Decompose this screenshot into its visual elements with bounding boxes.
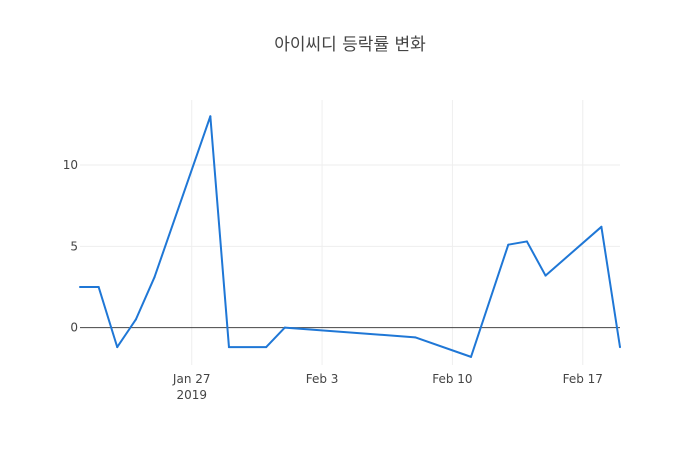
- x-tick-label: Feb 3: [306, 372, 339, 386]
- data-point: [470, 355, 473, 358]
- series-line: [80, 115, 621, 358]
- data-point: [79, 285, 81, 288]
- data-point: [525, 240, 528, 243]
- series-layer: [79, 115, 621, 358]
- data-point: [227, 346, 230, 349]
- data-point: [97, 285, 100, 288]
- x-axis-ticks: Jan 27 2019 Feb 3 Feb 10 Feb 17: [172, 372, 603, 402]
- data-point: [209, 115, 212, 118]
- data-point: [265, 346, 268, 349]
- x-tick-label: Jan 27: [172, 372, 211, 386]
- gridlines: [80, 100, 620, 365]
- data-point: [619, 346, 621, 349]
- x-tick-label: Feb 17: [563, 372, 603, 386]
- data-point: [283, 326, 286, 329]
- y-tick-label: 10: [63, 158, 78, 172]
- chart-title: 아이씨디 등락률 변화: [274, 35, 426, 55]
- y-tick-label: 5: [70, 239, 78, 253]
- data-point: [116, 346, 119, 349]
- y-tick-label: 0: [70, 321, 78, 335]
- data-point: [507, 243, 510, 246]
- x-tick-sublabel: 2019: [176, 388, 207, 402]
- data-point: [600, 225, 603, 228]
- y-axis-ticks: 0 5 10: [63, 158, 78, 335]
- x-tick-label: Feb 10: [432, 372, 472, 386]
- data-point: [544, 274, 547, 277]
- data-point: [153, 276, 156, 279]
- data-point: [134, 318, 137, 321]
- data-point: [414, 336, 417, 339]
